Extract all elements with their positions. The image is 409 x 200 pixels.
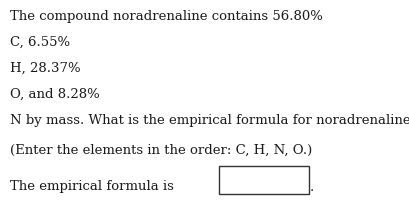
Text: .: . [310,181,314,194]
Bar [219,166,309,194]
Text: O, and 8.28%: O, and 8.28% [10,88,100,101]
Text: N by mass. What is the empirical formula for noradrenaline?: N by mass. What is the empirical formula… [10,114,409,127]
Text: (Enter the elements in the order: C, H, N, O.): (Enter the elements in the order: C, H, … [10,144,312,157]
Text: The empirical formula is: The empirical formula is [10,180,174,193]
Text: C, 6.55%: C, 6.55% [10,36,70,49]
Text: H, 28.37%: H, 28.37% [10,62,81,75]
Text: The compound noradrenaline contains 56.80%: The compound noradrenaline contains 56.8… [10,10,323,23]
